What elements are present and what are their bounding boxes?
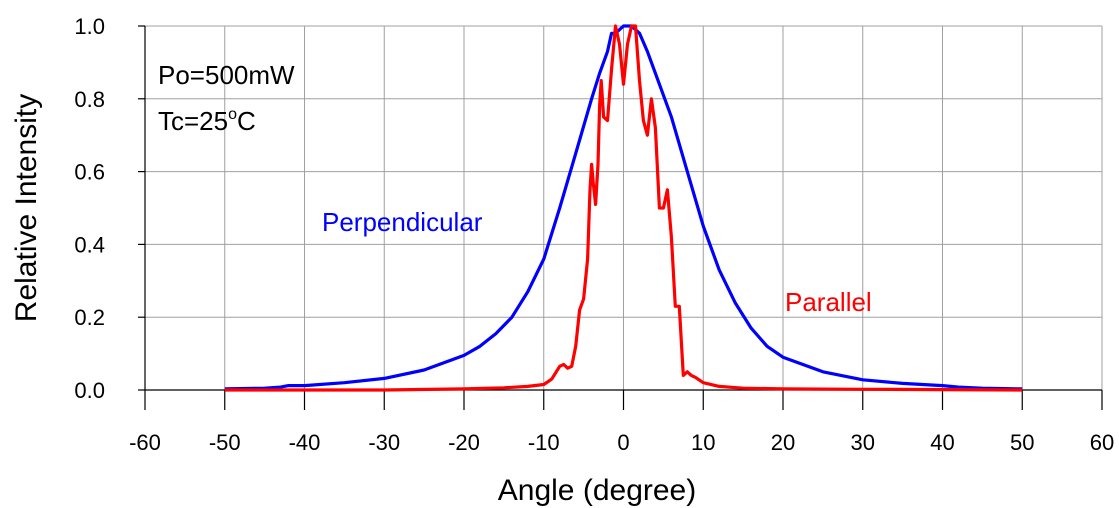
x-tick-label: -30 — [368, 430, 400, 455]
y-tick-label: 0.0 — [74, 378, 105, 403]
series-label-parallel: Parallel — [785, 287, 872, 317]
x-tick-label: -60 — [129, 430, 161, 455]
x-tick-label: 60 — [1090, 430, 1114, 455]
x-tick-label: -40 — [289, 430, 321, 455]
temperature-annotation: Tc=25oC — [158, 106, 256, 136]
y-tick-label: 0.6 — [74, 160, 105, 185]
x-tick-label: -20 — [448, 430, 480, 455]
x-tick-labels: -60 -50 -40 -30 -20 -10 0 10 20 30 40 50 60 — [129, 430, 1114, 455]
y-tick-label: 0.4 — [74, 232, 105, 257]
x-tick-label: 50 — [1010, 430, 1034, 455]
series-label-perpendicular: Perpendicular — [322, 207, 483, 237]
x-tick-label: -50 — [209, 430, 241, 455]
x-tick-label: 20 — [771, 430, 795, 455]
temperature-degree: o — [228, 106, 237, 123]
x-tick-label: 40 — [930, 430, 954, 455]
series-line-parallel — [224, 24, 1023, 392]
series-lines — [224, 24, 1023, 392]
y-axis-title: Relative Intensity — [10, 94, 43, 322]
temperature-suffix: C — [237, 106, 256, 136]
y-tick-label: 1.0 — [74, 14, 105, 39]
x-tick-label: 0 — [617, 430, 629, 455]
y-tick-labels: 0.0 0.2 0.4 0.6 0.8 1.0 — [74, 14, 105, 403]
power-annotation: Po=500mW — [158, 60, 295, 90]
x-tick-label: 30 — [851, 430, 875, 455]
y-tick-label: 0.2 — [74, 305, 105, 330]
x-tick-label: 10 — [691, 430, 715, 455]
series-line-perpendicular — [224, 24, 1023, 391]
temperature-prefix: Tc=25 — [158, 106, 228, 136]
y-tick-label: 0.8 — [74, 87, 105, 112]
x-axis-title: Angle (degree) — [498, 474, 696, 507]
x-tick-label: -10 — [528, 430, 560, 455]
